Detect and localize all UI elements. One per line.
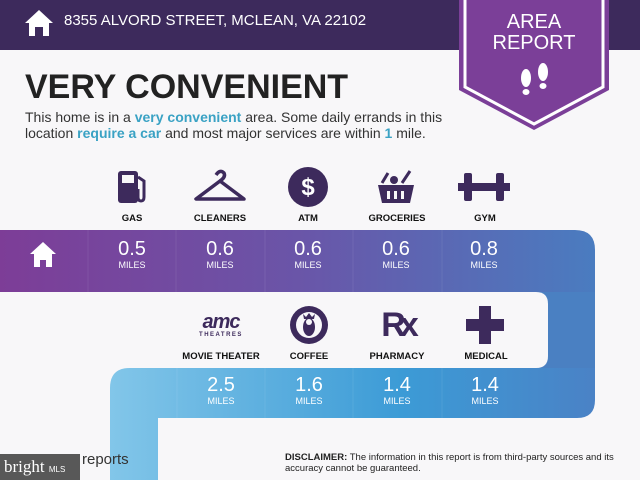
footprints-icon [521, 63, 548, 95]
house-icon [25, 10, 53, 36]
row1-labels: GAS CLEANERS ATM GROCERIES GYM [82, 213, 535, 224]
bright-mls-watermark: bright MLS [0, 454, 80, 480]
rx-icon: Rx [381, 305, 419, 344]
row1-icons: $ [88, 164, 528, 210]
distance-groceries: 0.6 MILES [382, 238, 410, 270]
address: 8355 ALVORD STREET, MCLEAN, VA 22102 [64, 12, 367, 29]
label-gas: GAS [121, 213, 143, 224]
badge-line2: REPORT [492, 32, 576, 54]
distance-coffee: 1.6 MILES [295, 374, 323, 406]
description: This home is in a very convenient area. … [25, 109, 443, 141]
home-marker-icon [30, 242, 56, 267]
amc-theatres-logo: amc THEATRES [199, 311, 243, 338]
distance-movie-theater: 2.5 MILES [207, 374, 235, 406]
dollar-icon: $ [264, 164, 352, 210]
headline: VERY CONVENIENT [25, 68, 349, 106]
gas-pump-icon [88, 164, 176, 210]
label-movie-theater: MOVIE THEATER [182, 351, 260, 362]
row2-values: 2.5 MILES 1.6 MILES 1.4 MILES 1.4 MILES [177, 374, 529, 406]
distance-pharmacy: 1.4 MILES [383, 374, 411, 406]
starbucks-logo [265, 302, 353, 348]
grocery-basket-icon [352, 164, 440, 210]
distance-gym: 0.8 MILES [470, 238, 498, 270]
label-groceries: GROCERIES [368, 213, 426, 224]
distance-atm: 0.6 MILES [294, 238, 322, 270]
area-report-badge [459, 0, 609, 130]
row2-labels: MOVIE THEATER COFFEE PHARMACY MEDICAL [171, 351, 536, 362]
dumbbell-icon [440, 164, 528, 210]
label-pharmacy: PHARMACY [369, 351, 425, 362]
distance-gas: 0.5 MILES [118, 238, 146, 270]
medical-cross-icon [441, 302, 529, 348]
label-gym: GYM [474, 213, 496, 224]
row1-values: 0.5 MILES 0.6 MILES 0.6 MILES 0.6 MILES 0.8 M… [88, 238, 528, 270]
svg-text:$: $ [301, 174, 315, 201]
distance-medical: 1.4 MILES [471, 374, 499, 406]
label-coffee: COFFEE [289, 351, 329, 362]
row2-icons: amc THEATRES Rx [177, 302, 529, 348]
reports-brand: reports [82, 451, 129, 468]
label-medical: MEDICAL [464, 351, 508, 362]
badge-line1: AREA [506, 11, 562, 33]
disclaimer: DISCLAIMER: The information in this repo… [285, 452, 614, 474]
label-cleaners: CLEANERS [193, 213, 247, 224]
label-atm: ATM [298, 213, 318, 224]
hanger-icon [176, 164, 264, 210]
distance-cleaners: 0.6 MILES [206, 238, 234, 270]
